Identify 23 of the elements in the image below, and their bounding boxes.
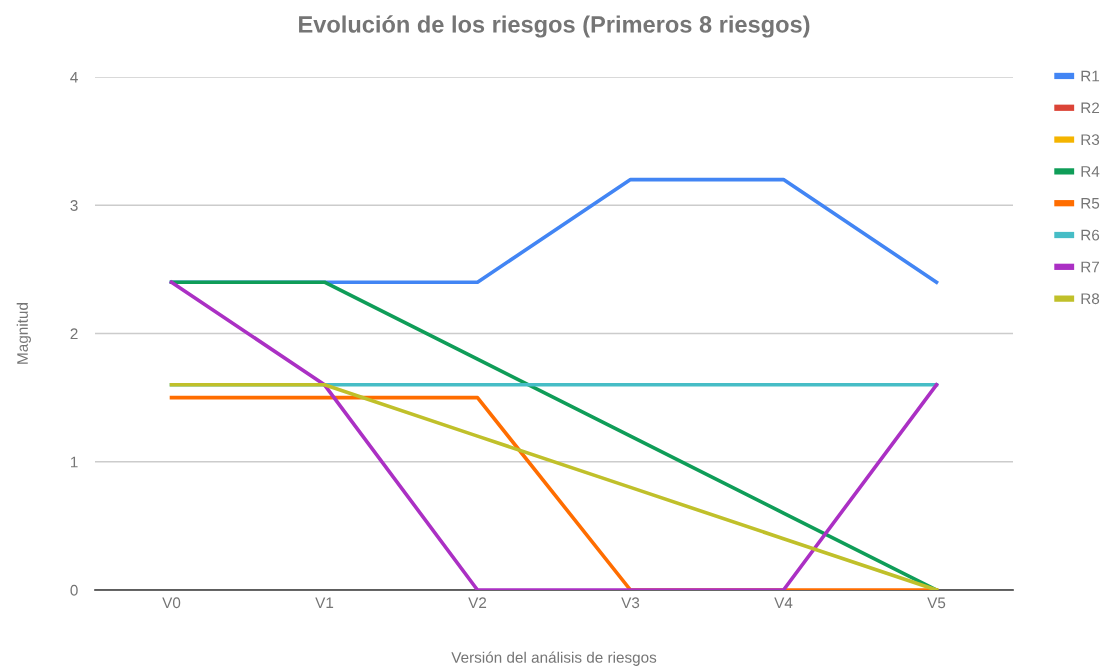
y-axis-title: Magnitud: [16, 303, 31, 364]
x-tick-label: V2: [468, 597, 487, 609]
x-tick-label: V4: [774, 597, 793, 609]
x-tick-label: V0: [162, 597, 181, 609]
y-tick-label: 2: [70, 328, 78, 340]
legend-label: R8: [1081, 293, 1100, 305]
x-tick-label: V1: [315, 597, 334, 609]
y-tick-label: 0: [70, 584, 78, 596]
legend-label: R6: [1081, 229, 1100, 241]
y-tick-label: 4: [70, 72, 78, 83]
legend-label: R4: [1081, 166, 1100, 177]
chart-title: Evolución de los riesgos (Primeros 8 riesgos): [299, 15, 810, 38]
legend-label: R1: [1081, 70, 1100, 82]
x-tick-label: V5: [927, 597, 946, 609]
y-tick-label: 1: [71, 456, 78, 468]
legend-label: R3: [1081, 134, 1100, 146]
x-axis-title: Versión del análisis de riesgos: [451, 651, 657, 666]
legend-label: R5: [1081, 198, 1100, 209]
legend-label: R2: [1081, 102, 1100, 114]
line-series: [169, 280, 939, 590]
legend-label: R7: [1081, 261, 1100, 273]
x-tick-label: V3: [621, 597, 640, 609]
y-tick-label: 3: [70, 200, 78, 211]
